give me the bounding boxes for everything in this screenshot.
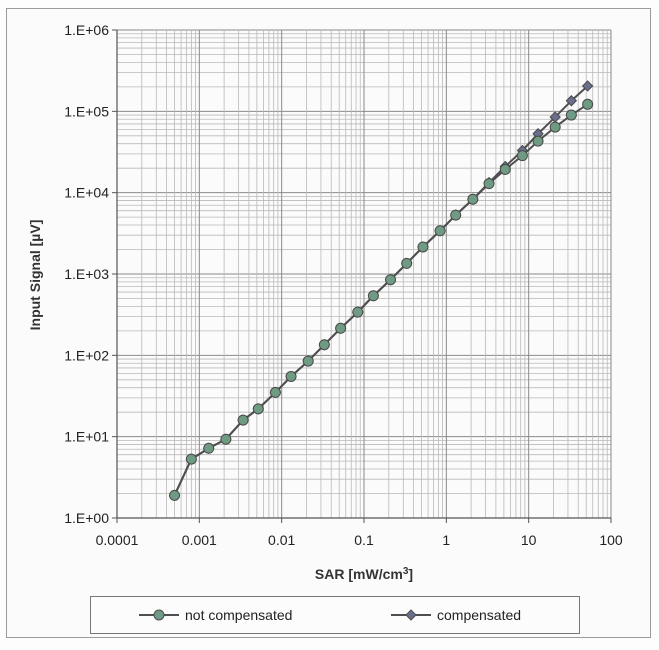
x-axis-title: SAR [mW/cm3] [315,566,413,583]
y-tick-label: 1.E+00 [64,510,109,526]
data-point-circle [302,355,314,367]
data-point-circle [450,209,462,221]
data-point-circle [565,109,577,121]
y-tick-label: 1.E+03 [64,266,109,282]
x-axis-title-sup: 3 [403,566,409,577]
data-point-circle [269,386,281,398]
x-tick-label: 10 [521,532,537,548]
data-point-diamond [581,80,594,92]
data-point-circle [203,442,215,454]
data-point-circle [385,274,397,286]
legend: not compensated compensated [90,596,580,634]
data-point-circle [467,193,479,205]
series-layer [168,80,594,502]
data-point-circle [252,403,264,415]
data-point-circle [516,150,528,162]
data-point-circle [532,135,544,147]
data-point-circle [220,433,232,445]
x-tick-label: 1 [442,532,450,548]
x-axis-title-tail: ] [408,566,413,582]
y-tick-label: 1.E+06 [64,22,109,38]
legend-item-not-compensated: not compensated [137,597,292,633]
legend-label-compensated: compensated [437,607,522,623]
legend-swatch-diamond-marker [391,609,431,621]
data-point-circle [582,98,594,110]
legend-label-not-compensated: not compensated [185,607,293,623]
axes: 1.E+00 1.E+01 1.E+02 1.E+03 1.E+04 1.E+05 1.E+… [64,22,623,548]
data-point-circle [285,370,297,382]
data-point-circle [352,306,364,318]
x-tick-label: 100 [599,532,623,548]
data-point-circle [401,257,413,269]
x-tick-label: 0.0001 [96,532,139,548]
series-line [173,85,589,496]
data-point-circle [237,414,249,426]
x-axis-title-base: SAR [mW/cm [315,566,403,582]
grid [116,29,612,519]
data-point-circle [499,163,511,175]
y-tick-label: 1.E+04 [64,185,109,201]
x-tick-label: 0.1 [354,532,374,548]
x-tick-label: 0.001 [182,532,217,548]
data-point-circle [434,225,446,237]
legend-item-compensated: compensated [389,597,521,633]
data-point-circle [318,339,330,351]
data-point-circle [417,241,429,253]
data-point-circle [483,178,495,190]
y-tick-label: 1.E+01 [64,429,109,445]
x-tick-label: 0.01 [268,532,295,548]
y-axis-title: Input Signal [µV] [27,220,43,331]
y-tick-label: 1.E+02 [64,347,109,363]
chart-frame [6,8,651,638]
data-point-diamond [565,95,578,107]
data-point-circle [169,489,181,501]
data-point-circle [367,290,379,302]
series-not-compensated [169,98,594,501]
data-point-circle [185,453,197,465]
data-point-circle [549,121,561,133]
data-point-circle [335,322,347,334]
y-tick-label: 1.E+05 [64,103,109,119]
legend-swatch-circle-marker [139,609,179,621]
